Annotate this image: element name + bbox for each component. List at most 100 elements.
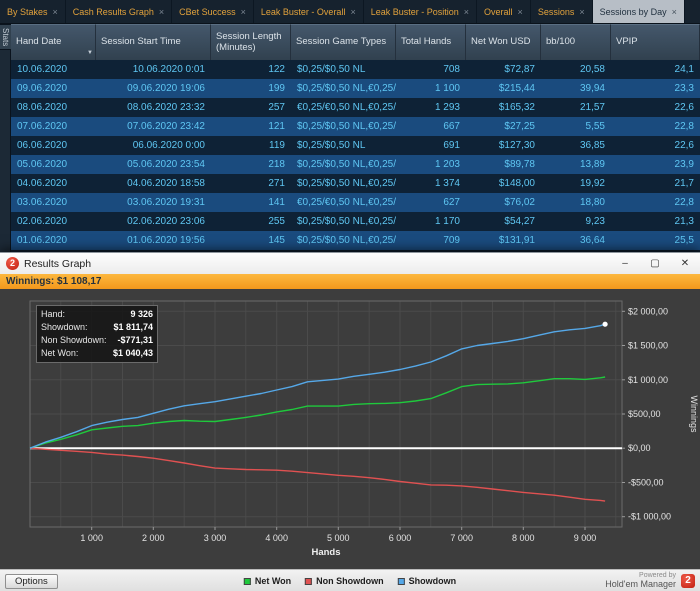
- cell-net-won-usd: $131,91: [466, 231, 541, 250]
- tab-close-icon[interactable]: ×: [53, 7, 58, 17]
- svg-text:$1 500,00: $1 500,00: [628, 341, 668, 351]
- tab-cbet-success[interactable]: CBet Success×: [172, 0, 254, 23]
- cell-net-won-usd: $215,44: [466, 79, 541, 98]
- legend-item-net-won[interactable]: Net Won: [244, 576, 291, 586]
- tab-label: Sessions by Day: [600, 7, 667, 17]
- cell-session-start-time: 10.06.2020 0:01: [96, 60, 211, 79]
- cell-net-won-usd: $127,30: [466, 136, 541, 155]
- column-header-net-won-usd[interactable]: Net Won USD: [466, 24, 541, 60]
- cell-session-game-types: $0,25/$0,50 NL,€0,25/€0,5: [291, 231, 396, 250]
- filter-dropdown-icon[interactable]: ▼: [87, 50, 93, 57]
- table-row[interactable]: 08.06.202008.06.2020 23:32257€0,25/€0,50…: [11, 98, 700, 117]
- table-row[interactable]: 10.06.202010.06.2020 0:01122$0,25/$0,50 …: [11, 60, 700, 79]
- tooltip-label: Hand:: [41, 308, 65, 321]
- column-header-hand-date[interactable]: Hand Date ▼: [11, 24, 96, 60]
- cell-session-length-minutes: 257: [211, 98, 291, 117]
- cell-hand-date: 02.06.2020: [11, 212, 96, 231]
- tooltip-value: 9 326: [130, 308, 153, 321]
- tab-label: Leak Buster - Position: [371, 7, 459, 17]
- cell-session-start-time: 04.06.2020 18:58: [96, 174, 211, 193]
- tab-sessions-by-day[interactable]: Sessions by Day ×: [593, 0, 685, 23]
- column-header-label: VPIP: [616, 37, 638, 48]
- cell-session-length-minutes: 145: [211, 231, 291, 250]
- table-row[interactable]: 06.06.202006.06.2020 0:00119$0,25/$0,50 …: [11, 136, 700, 155]
- cell-hand-date: 06.06.2020: [11, 136, 96, 155]
- cell-session-length-minutes: 122: [211, 60, 291, 79]
- tab-close-icon[interactable]: ×: [672, 7, 677, 17]
- legend-label: Non Showdown: [316, 576, 384, 586]
- column-header-session-length-minutes[interactable]: Session Length (Minutes): [211, 24, 291, 60]
- svg-text:-$500,00: -$500,00: [628, 478, 664, 488]
- hm2-logo-icon: 2: [681, 574, 695, 588]
- column-header-session-start-time[interactable]: Session Start Time: [96, 24, 211, 60]
- minimize-button[interactable]: –: [610, 253, 640, 274]
- column-header-bb-100[interactable]: bb/100: [541, 24, 611, 60]
- tab-label: By Stakes: [7, 7, 48, 17]
- cell-bb-100: 21,57: [541, 98, 611, 117]
- cell-session-start-time: 06.06.2020 0:00: [96, 136, 211, 155]
- svg-text:7 000: 7 000: [450, 533, 473, 543]
- table-row[interactable]: 07.06.202007.06.2020 23:42121$0,25/$0,50…: [11, 117, 700, 136]
- column-header-label: Net Won USD: [471, 37, 530, 48]
- column-header-session-game-types[interactable]: Session Game Types: [291, 24, 396, 60]
- status-bar: Options Net WonNon ShowdownShowdown Powe…: [0, 569, 700, 591]
- cell-session-start-time: 08.06.2020 23:32: [96, 98, 211, 117]
- close-button[interactable]: ✕: [670, 253, 700, 274]
- column-header-total-hands[interactable]: Total Hands: [396, 24, 466, 60]
- table-row[interactable]: 01.06.202001.06.2020 19:56145$0,25/$0,50…: [11, 231, 700, 250]
- cell-bb-100: 13,89: [541, 155, 611, 174]
- svg-text:$2 000,00: $2 000,00: [628, 306, 668, 316]
- hm2-main-window: By Stakes×Cash Results Graph×CBet Succes…: [0, 0, 700, 591]
- options-button[interactable]: Options: [5, 574, 58, 589]
- chart-tooltip: Hand: 9 326Showdown:$1 811,74Non Showdown…: [36, 305, 158, 363]
- tab-leak-buster-position[interactable]: Leak Buster - Position ×: [364, 0, 477, 23]
- cell-bb-100: 39,94: [541, 79, 611, 98]
- cell-vpip: 24,1: [611, 60, 700, 79]
- column-header-label: Hand Date: [16, 37, 61, 48]
- cell-net-won-usd: $165,32: [466, 98, 541, 117]
- tab-close-icon[interactable]: ×: [464, 7, 469, 17]
- tooltip-row: Hand: 9 326: [41, 308, 153, 321]
- results-graph-window: 2 Results Graph – ▢ ✕ Winnings: $1 108,1…: [0, 252, 700, 591]
- cell-hand-date: 09.06.2020: [11, 79, 96, 98]
- tooltip-label: Non Showdown:: [41, 334, 107, 347]
- legend-swatch-icon: [244, 578, 251, 585]
- tab-close-icon[interactable]: ×: [518, 7, 523, 17]
- window-title: Results Graph: [24, 258, 610, 270]
- legend-label: Showdown: [409, 576, 457, 586]
- tab-overall[interactable]: Overall×: [477, 0, 531, 23]
- table-header-row: Hand Date ▼Session Start TimeSession Leng…: [11, 24, 700, 60]
- legend-item-non-showdown[interactable]: Non Showdown: [305, 576, 384, 586]
- table-row[interactable]: 03.06.202003.06.2020 19:31141€0,25/€0,50…: [11, 193, 700, 212]
- cell-session-game-types: €0,25/€0,50 NL,€0,25/€0,5: [291, 98, 396, 117]
- cell-session-game-types: $0,25/$0,50 NL,€0,25/€0,5: [291, 79, 396, 98]
- table-row[interactable]: 09.06.202009.06.2020 19:06199$0,25/$0,50…: [11, 79, 700, 98]
- tooltip-value: $1 040,43: [113, 347, 153, 360]
- tab-close-icon[interactable]: ×: [159, 7, 164, 17]
- svg-text:3 000: 3 000: [204, 533, 227, 543]
- table-row[interactable]: 05.06.202005.06.2020 23:54218$0,25/$0,50…: [11, 155, 700, 174]
- cell-session-game-types: €0,25/€0,50 NL,€0,25/€0,: [291, 193, 396, 212]
- table-row[interactable]: 02.06.202002.06.2020 23:06255$0,25/$0,50…: [11, 212, 700, 231]
- tab-close-icon[interactable]: ×: [350, 7, 355, 17]
- svg-text:Hands: Hands: [311, 547, 340, 558]
- tooltip-row: Showdown:$1 811,74: [41, 321, 153, 334]
- cell-bb-100: 20,58: [541, 60, 611, 79]
- legend-item-showdown[interactable]: Showdown: [398, 576, 457, 586]
- tab-cash-results-graph[interactable]: Cash Results Graph×: [66, 0, 172, 23]
- tab-by-stakes[interactable]: By Stakes ×: [0, 0, 66, 23]
- tab-close-icon[interactable]: ×: [241, 7, 246, 17]
- cell-session-length-minutes: 121: [211, 117, 291, 136]
- cell-hand-date: 04.06.2020: [11, 174, 96, 193]
- column-header-vpip[interactable]: VPIP: [611, 24, 700, 60]
- tab-leak-buster-overall[interactable]: Leak Buster - Overall×: [254, 0, 364, 23]
- cell-session-length-minutes: 271: [211, 174, 291, 193]
- maximize-button[interactable]: ▢: [640, 253, 670, 274]
- cell-hand-date: 03.06.2020: [11, 193, 96, 212]
- cell-session-start-time: 02.06.2020 23:06: [96, 212, 211, 231]
- cell-total-hands: 627: [396, 193, 466, 212]
- tab-close-icon[interactable]: ×: [579, 7, 584, 17]
- tab-sessions[interactable]: Sessions×: [531, 0, 593, 23]
- window-titlebar[interactable]: 2 Results Graph – ▢ ✕: [0, 253, 700, 274]
- table-row[interactable]: 04.06.202004.06.2020 18:58271$0,25/$0,50…: [11, 174, 700, 193]
